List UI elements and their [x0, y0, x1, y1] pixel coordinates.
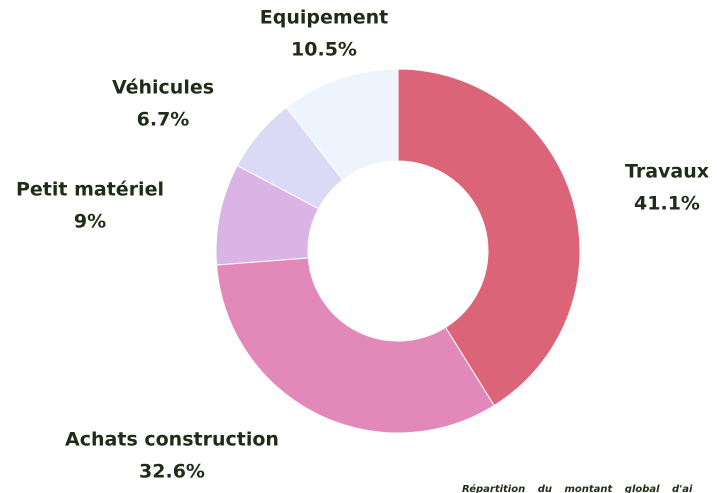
- category-label: Petit matériel: [16, 179, 164, 201]
- donut-segment: [397, 68, 581, 407]
- category-label: Travaux: [625, 161, 709, 183]
- value-label: 41.1%: [634, 193, 700, 215]
- value-label: 9%: [74, 211, 106, 233]
- value-label: 10.5%: [291, 39, 357, 61]
- value-label: 32.6%: [139, 461, 205, 483]
- caption: Répartition du montant global d'ai: [462, 483, 693, 493]
- donut-segment: [216, 257, 495, 434]
- category-label: Véhicules: [112, 77, 214, 99]
- category-label: Equipement: [260, 7, 388, 29]
- category-label: Achats construction: [65, 429, 279, 451]
- value-label: 6.7%: [137, 109, 190, 131]
- donut-segment: [285, 68, 399, 181]
